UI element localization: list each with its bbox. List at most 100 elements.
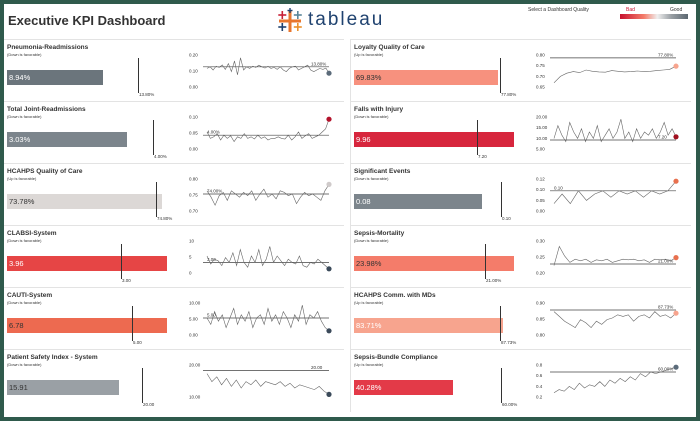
- target-reference-label: 60.00%: [658, 367, 673, 372]
- target-reference-label: 3.00: [207, 257, 216, 262]
- kpi-bar[interactable]: 3.96: [7, 256, 167, 271]
- kpi-subtitle: (Down is favorable): [7, 52, 42, 57]
- y-tick-label: 5: [189, 255, 192, 260]
- color-legend: Bad Good: [618, 7, 692, 23]
- kpi-target-label: 60.00%: [502, 402, 518, 407]
- latest-value-dot[interactable]: [673, 63, 679, 69]
- kpi-panel[interactable]: HCAHPS Quality of Care (Up is favorable) 7…: [4, 163, 344, 226]
- target-reference-label: 4.00%: [207, 130, 220, 135]
- target-reference-label: 21.00%: [658, 259, 673, 264]
- kpi-title: Sepsis-Mortality: [354, 230, 405, 237]
- kpi-sparkline[interactable]: 0.8 0.6 0.4 0.2 60.00%: [536, 362, 691, 404]
- kpi-title: Total Joint-Readmissions: [7, 106, 86, 113]
- y-tick-label: 0.12: [536, 177, 545, 182]
- kpi-subtitle: (Down is favorable): [354, 238, 389, 243]
- trend-line: [553, 65, 677, 84]
- kpi-bar[interactable]: 73.78%: [7, 194, 162, 209]
- kpi-bar[interactable]: 23.98%: [354, 256, 514, 271]
- y-tick-label: 0.10: [536, 187, 545, 192]
- kpi-bar[interactable]: 0.08: [354, 194, 482, 209]
- kpi-bar[interactable]: 69.83%: [354, 70, 498, 85]
- kpi-panel[interactable]: CAUTI-System (Down is favorable) 6.78 5.00 1…: [4, 287, 344, 350]
- y-tick-label: 5.00: [536, 147, 545, 152]
- latest-value-dot[interactable]: [673, 255, 679, 261]
- kpi-sparkline[interactable]: 0.90 0.85 0.80 87.73%: [536, 300, 691, 342]
- kpi-sparkline[interactable]: 0.30 0.25 0.20 21.00%: [536, 238, 691, 280]
- trend-line: [553, 245, 677, 266]
- trend-line: [206, 246, 330, 270]
- kpi-target-line: [485, 244, 486, 279]
- latest-value-dot[interactable]: [673, 134, 679, 140]
- kpi-sparkline[interactable]: 0.10 0.05 0.00 4.00%: [189, 114, 344, 156]
- kpi-target-label: 3.00: [122, 278, 131, 283]
- kpi-value: 40.28%: [356, 383, 382, 392]
- y-tick-label: 10.00: [536, 136, 548, 141]
- y-tick-label: 0.8: [536, 363, 543, 368]
- y-tick-label: 0.00: [189, 147, 198, 152]
- kpi-panel[interactable]: Patient Safety Index - System (Down is fa…: [4, 349, 344, 412]
- select-quality-label[interactable]: Select a Dashboard Quality: [528, 7, 589, 13]
- trend-line: [553, 311, 677, 329]
- y-tick-label: 0.10: [189, 115, 198, 120]
- kpi-bar[interactable]: 83.71%: [354, 318, 503, 333]
- kpi-panel[interactable]: Sepsis-Mortality (Down is favorable) 23.98…: [350, 225, 691, 288]
- latest-value-dot[interactable]: [673, 178, 679, 184]
- y-tick-label: 20.00: [189, 363, 201, 368]
- kpi-panel[interactable]: Pneumonia-Readmissions (Down is favorable…: [4, 39, 344, 102]
- kpi-panel[interactable]: CLABSI-System (Down is favorable) 3.96 3.00…: [4, 225, 344, 288]
- kpi-sparkline[interactable]: 10.00 5.00 0.00 5.00: [189, 300, 344, 342]
- kpi-value: 6.78: [9, 321, 24, 330]
- kpi-sparkline[interactable]: 0.12 0.10 0.05 0.00 0.10: [536, 176, 691, 218]
- kpi-bar[interactable]: 9.96: [354, 132, 514, 147]
- kpi-sparkline[interactable]: 0.80 0.75 0.70 0.65 77.80%: [536, 52, 691, 94]
- kpi-sparkline[interactable]: 0.20 0.10 0.00 13.80%: [189, 52, 344, 94]
- kpi-panel[interactable]: Total Joint-Readmissions (Down is favorab…: [4, 101, 344, 164]
- kpi-target-line: [132, 306, 133, 341]
- kpi-panel[interactable]: Falls with Injury (Down is favorable) 9.96…: [350, 101, 691, 164]
- latest-value-dot[interactable]: [326, 266, 332, 272]
- y-tick-label: 10: [189, 239, 195, 244]
- kpi-sparkline[interactable]: 10 5 0 3.00: [189, 238, 344, 280]
- y-tick-label: 10.00: [189, 301, 201, 306]
- y-tick-label: 20.00: [536, 115, 548, 120]
- kpi-bar[interactable]: 6.78: [7, 318, 167, 333]
- kpi-value: 69.83%: [356, 73, 382, 82]
- y-tick-label: 0.75: [189, 193, 198, 198]
- kpi-target-label: 7.20: [478, 154, 487, 159]
- latest-value-dot[interactable]: [326, 70, 332, 76]
- latest-value-dot[interactable]: [326, 116, 332, 122]
- y-tick-label: 0.20: [536, 271, 545, 276]
- y-tick-label: 0.05: [536, 198, 545, 203]
- kpi-value: 3.96: [9, 259, 24, 268]
- kpi-panel[interactable]: HCAHPS Comm. with MDs (Up is favorable) 83…: [350, 287, 691, 350]
- y-tick-label: 0.4: [536, 384, 543, 389]
- kpi-panel[interactable]: Sepsis-Bundle Compliance (Up is favorable…: [350, 349, 691, 412]
- tableau-logo-text: tableau: [308, 9, 385, 30]
- kpi-title: Significant Events: [354, 168, 411, 175]
- kpi-title: HCAHPS Comm. with MDs: [354, 292, 436, 299]
- kpi-subtitle: (Down is favorable): [7, 300, 42, 305]
- latest-value-dot[interactable]: [326, 391, 332, 397]
- kpi-bar[interactable]: 40.28%: [354, 380, 453, 395]
- trend-line: [206, 57, 330, 75]
- kpi-sparkline[interactable]: 0.80 0.75 0.70 74.00%: [189, 176, 344, 218]
- latest-value-dot[interactable]: [673, 364, 679, 370]
- kpi-bar[interactable]: 3.03%: [7, 132, 127, 147]
- kpi-subtitle: (Down is favorable): [354, 176, 389, 181]
- y-tick-label: 0.00: [536, 209, 545, 214]
- latest-value-dot[interactable]: [326, 181, 332, 187]
- kpi-sparkline[interactable]: 20.00 10.00 20.00: [189, 362, 344, 404]
- y-tick-label: 0.20: [189, 53, 198, 58]
- kpi-target-label: 20.00: [143, 402, 155, 407]
- latest-value-dot[interactable]: [673, 310, 679, 316]
- kpi-target-line: [156, 182, 157, 217]
- kpi-target-label: 5.00: [133, 340, 142, 345]
- trend-line: [206, 184, 330, 206]
- kpi-sparkline[interactable]: 20.00 15.00 10.00 5.00 7.20: [536, 114, 691, 156]
- kpi-subtitle: (Up is favorable): [7, 176, 37, 181]
- kpi-bar[interactable]: 15.91: [7, 380, 119, 395]
- latest-value-dot[interactable]: [326, 328, 332, 334]
- kpi-panel[interactable]: Loyalty Quality of Care (Up is favorable)…: [350, 39, 691, 102]
- kpi-panel[interactable]: Significant Events (Down is favorable) 0.0…: [350, 163, 691, 226]
- kpi-bar[interactable]: 8.94%: [7, 70, 103, 85]
